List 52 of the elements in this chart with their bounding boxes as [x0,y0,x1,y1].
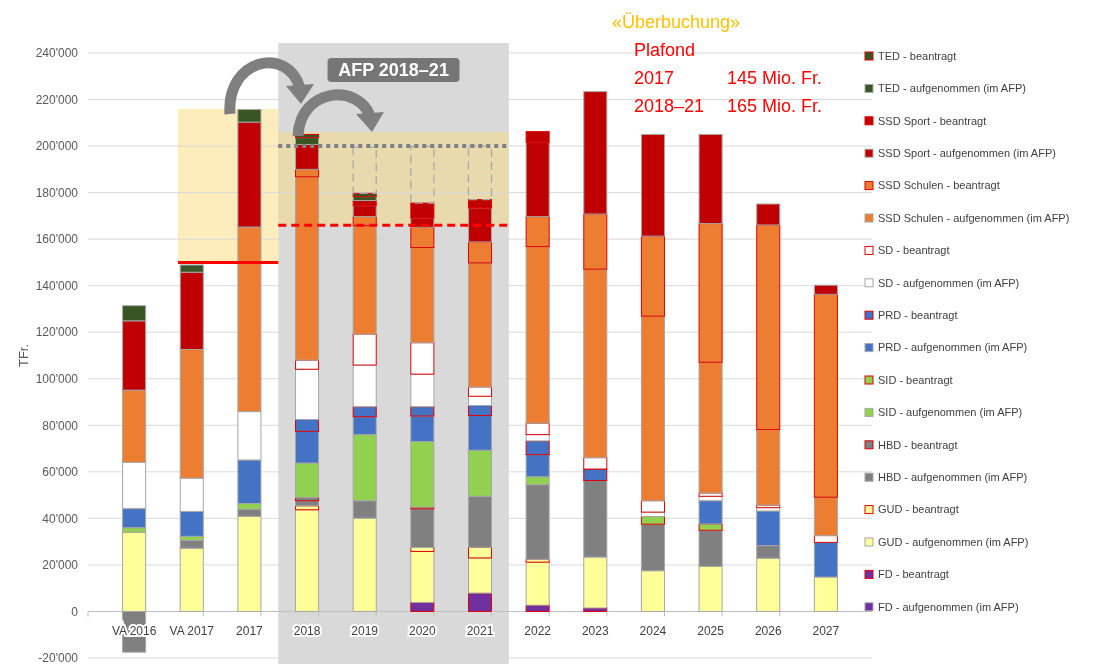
legend-label: TED - beantragt [878,49,957,62]
y-tick-label: 0 [71,604,79,619]
annotation: Plafond [634,40,696,60]
legend-label: PRD - beantragt [878,309,958,322]
legend-label: SD - beantragt [878,244,950,257]
x-tick-label: 2024 [639,624,667,639]
y-tick-label: 80'000 [42,418,79,433]
y-tick-label: 220'000 [35,92,79,107]
legend-label: GUD - aufgenommen (im AFP) [878,535,1029,548]
y-tick-label: 200'000 [35,139,79,154]
y-tick-label: 140'000 [35,278,79,293]
y-axis-title: TFr. [16,343,31,368]
legend-label: SSD Sport - aufgenommen (im AFP) [878,147,1056,160]
y-tick-label: 60'000 [42,465,79,480]
text: «Überbuchung» [612,12,741,32]
x-tick-label: 2022 [524,624,552,639]
annotation: 145 Mio. Fr. [727,68,823,88]
annotation: 2017 [634,68,675,88]
y-tick-label: 180'000 [35,185,79,200]
legend-label: SSD Sport - beantragt [878,114,987,127]
y-tick-label: 160'000 [35,232,79,247]
x-tick-label: 2025 [697,624,725,639]
legend-label: SID - beantragt [878,373,953,386]
x-tick-label: 2020 [409,624,437,639]
legend-label: FD - aufgenommen (im AFP) [878,600,1019,613]
x-tick-label: 2017 [236,624,264,639]
x-tick-label: 2023 [581,624,609,639]
legend-label: FD - beantragt [878,568,949,581]
annotation: 2018–21 [634,96,705,116]
legend-label: SSD Schulen - aufgenommen (im AFP) [878,211,1070,224]
x-tick-label: 2021 [466,624,494,639]
legend-label: HBD - beantragt [878,438,958,451]
legend-label: SSD Schulen - beantragt [878,179,1000,192]
legend-label: HBD - aufgenommen (im AFP) [878,471,1028,484]
legend-label: SD - aufgenommen (im AFP) [878,276,1020,289]
x-tick-label: 2027 [812,624,840,639]
y-tick-label: 240'000 [35,46,79,61]
annotation: 165 Mio. Fr. [727,96,823,116]
x-tick-label: 2026 [754,624,782,639]
y-tick-label: 20'000 [42,558,79,573]
legend-label: GUD - beantragt [878,503,959,516]
y-tick-label: 120'000 [35,325,79,340]
legend-label: SID - aufgenommen (im AFP) [878,406,1023,419]
x-tick-label: 2019 [351,624,379,639]
y-tick-label: -20'000 [38,651,79,664]
y-tick-label: 40'000 [42,511,79,526]
x-tick-label: VA 2017 [169,624,215,639]
legend-label: TED - aufgenommen (im AFP) [878,82,1026,95]
y-tick-label: 100'000 [35,371,79,386]
legend-label: PRD - aufgenommen (im AFP) [878,341,1028,354]
band-label: AFP 2018–21 [338,60,449,80]
x-tick-label: 2018 [293,624,321,639]
